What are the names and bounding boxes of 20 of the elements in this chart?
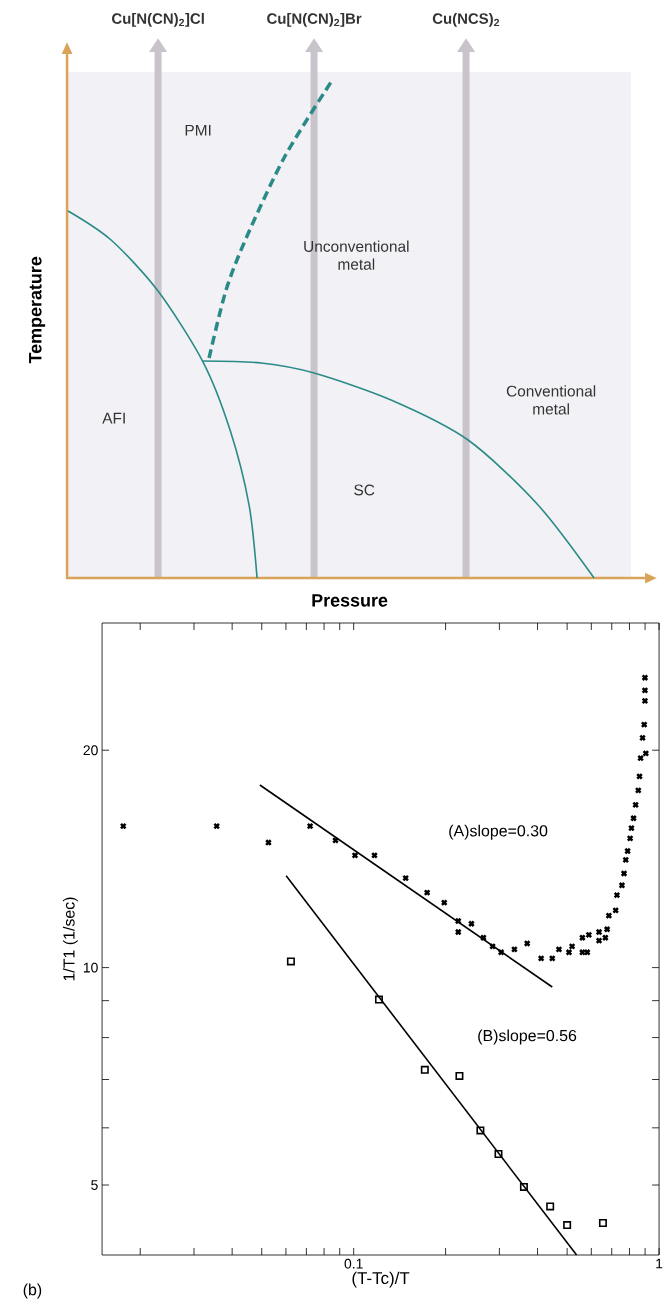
- text: Cu[N(CN)$_{2}$]Cl: [112, 12, 204, 27]
- x-tick-label: 0.1: [344, 1258, 363, 1269]
- annotation: (A)slope=0.30: [449, 824, 548, 840]
- x-axis-title: (T-Tc)/T: [352, 1271, 410, 1288]
- annotation: (B)slope=0.56: [478, 1029, 577, 1045]
- text: AFI: [102, 412, 125, 424]
- y-tick-label: 20: [83, 745, 98, 756]
- text: Conventional metal: [506, 385, 596, 415]
- text: PMI: [185, 124, 211, 136]
- y-tick-label: 5: [91, 1180, 98, 1190]
- text: Unconventional metal: [304, 240, 409, 270]
- y-axis-title: 1/T1 (1/sec): [62, 897, 78, 981]
- x-tick-label: 1: [656, 1258, 663, 1269]
- y-tick-label: 10: [83, 962, 98, 973]
- text: Pressure: [312, 594, 388, 607]
- text: (b): [23, 1283, 42, 1299]
- text: Cu[N(CN)$_{2}$]Br: [267, 12, 362, 27]
- text: Temperature: [29, 256, 46, 364]
- text: SC: [354, 484, 375, 496]
- text: Cu(NCS)$_{2}$: [432, 12, 500, 27]
